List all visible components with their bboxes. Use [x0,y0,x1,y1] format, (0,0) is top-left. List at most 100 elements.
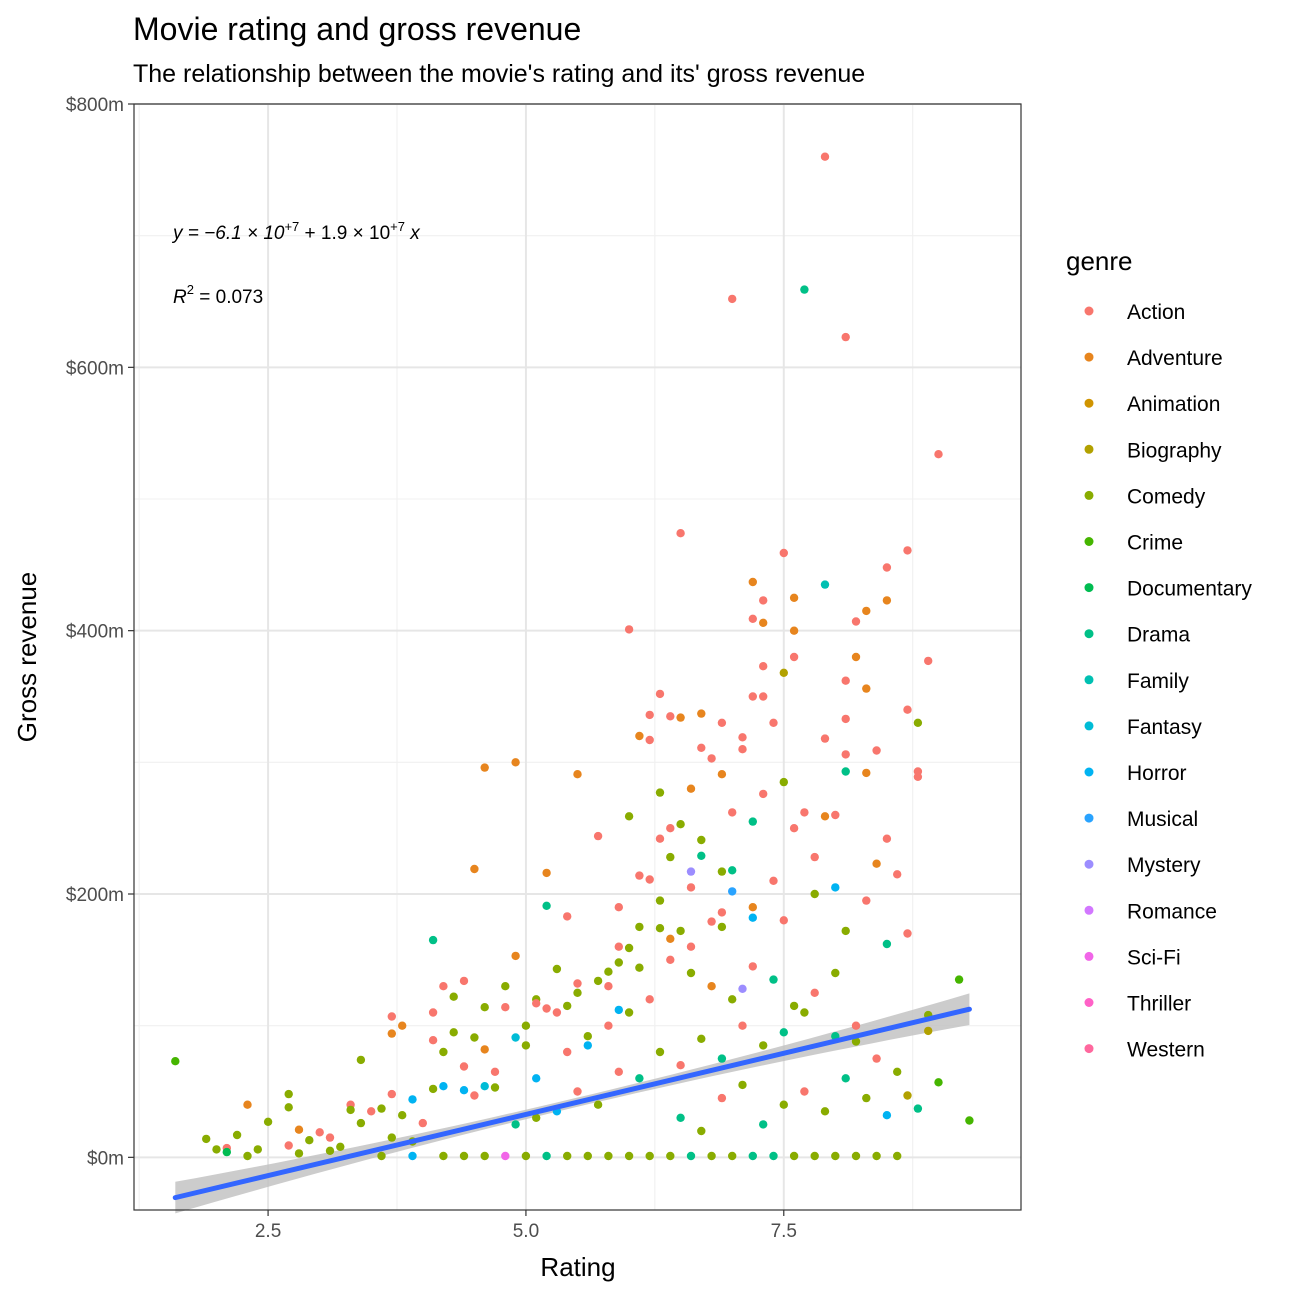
point-action [789,652,799,662]
point-comedy [779,1100,788,1109]
point-comedy [655,924,665,933]
point-action [779,916,788,925]
legend-key-sci-fi [1084,951,1094,961]
point-action [810,988,819,997]
point-adventure [294,1125,304,1134]
point-comedy [820,1107,830,1116]
point-comedy [893,1067,902,1077]
point-action [707,917,716,926]
point-comedy [738,1080,747,1090]
legend-title: genre [1066,246,1133,276]
point-action [532,999,541,1008]
point-comedy [521,1041,531,1050]
legend-key-horror [1084,767,1094,777]
r2-symbol: R [173,287,187,308]
point-action [614,942,623,951]
point-action [728,294,737,304]
point-comedy [810,1151,819,1161]
point-comedy [624,1151,634,1161]
point-adventure [882,596,892,605]
point-drama [748,817,757,826]
point-action [645,735,654,745]
point-comedy [728,1151,737,1161]
equation-prefix: y = −6.1 × 10 [171,223,285,244]
point-action [831,810,840,820]
point-comedy [697,835,706,845]
legend-label-mystery: Mystery [1127,854,1201,877]
x-tick-label: 7.5 [771,1221,797,1242]
legend-label-drama: Drama [1127,624,1190,647]
plot-panel [134,104,1021,1210]
point-action [697,743,706,752]
point-action [862,896,871,905]
point-adventure [759,618,768,627]
point-adventure [717,770,727,779]
point-comedy [449,992,458,1001]
point-action [563,1047,572,1057]
legend-key-documentary [1084,583,1094,593]
point-comedy [759,1041,768,1050]
point-action [459,976,469,986]
point-comedy [428,1084,438,1094]
point-drama [511,1120,520,1129]
point-action [542,1004,551,1013]
point-action [748,962,757,971]
point-action [759,662,768,671]
point-comedy [593,976,603,986]
x-tick-label: 5.0 [513,1221,539,1242]
point-action [676,1061,685,1070]
point-comedy [851,1037,861,1046]
point-action [728,808,737,817]
point-comedy [831,1151,840,1161]
point-adventure [748,903,757,912]
point-drama [759,1120,768,1129]
point-adventure [820,812,830,821]
point-comedy [779,777,788,787]
slope-exponent: +7 [390,219,405,234]
point-action [882,834,892,843]
regression-line [172,1006,972,1201]
point-action [913,772,923,781]
point-action [635,871,644,880]
point-action [604,982,613,991]
point-comedy [624,943,634,953]
regression-annotation: y = −6.1 × 10+7 + 1.9 × 10+7 x R2 = 0.07… [171,219,421,308]
point-drama [748,1151,757,1161]
point-mystery [738,984,747,993]
chart-subtitle: The relationship between the movie's rat… [133,60,865,88]
y-tick-label: $400m [66,622,124,643]
point-action [367,1107,376,1116]
point-comedy [614,958,623,967]
point-comedy [686,968,696,978]
point-action [573,979,582,988]
point-drama [542,901,551,910]
point-adventure [872,859,881,868]
point-drama [769,1151,778,1161]
point-comedy [789,1151,799,1161]
legend-label-fantasy: Fantasy [1127,716,1202,739]
point-action [717,1093,727,1103]
point-action [851,617,861,626]
point-action [882,563,892,572]
point-action [748,692,757,701]
point-comedy [480,1003,489,1012]
point-action [666,824,675,833]
point-comedy [717,922,727,932]
point-adventure [511,951,520,961]
legend-label-comedy: Comedy [1127,485,1206,508]
point-action [624,625,634,634]
point-comedy [604,967,613,976]
point-comedy [666,852,675,862]
point-action [428,1008,438,1017]
point-action [418,1118,427,1128]
legend-key-comedy [1084,490,1094,500]
point-action [872,1054,881,1063]
point-comedy [655,896,665,905]
point-action [820,152,830,161]
point-action [501,1003,510,1012]
point-comedy [635,922,644,932]
point-comedy [356,1055,366,1065]
point-drama [913,1104,923,1113]
point-comedy [387,1133,396,1142]
point-comedy [398,1111,407,1120]
